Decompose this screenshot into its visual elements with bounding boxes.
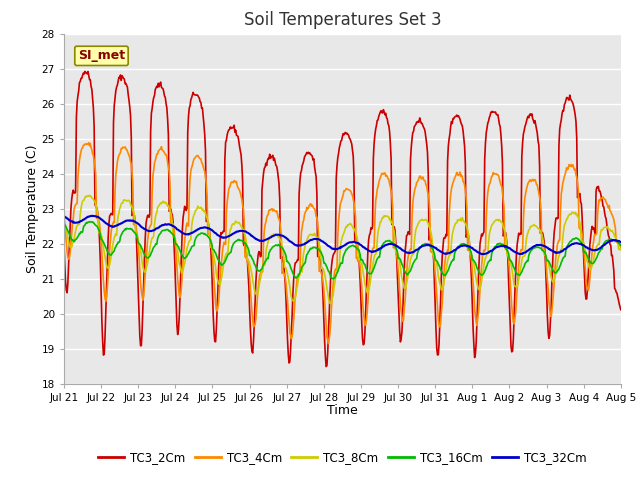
- Line: TC3_16Cm: TC3_16Cm: [64, 222, 621, 279]
- TC3_32Cm: [183, 231, 191, 237]
- TC3_8Cm: [86, 192, 93, 198]
- TC3_32Cm: [444, 251, 451, 256]
- TC3_32Cm: [89, 213, 97, 219]
- TC3_4Cm: [390, 245, 397, 251]
- TC3_16Cm: [617, 242, 625, 248]
- Line: TC3_4Cm: TC3_4Cm: [64, 143, 621, 344]
- TC3_16Cm: [207, 239, 215, 245]
- TC3_4Cm: [445, 248, 452, 254]
- TC3_16Cm: [330, 276, 337, 282]
- TC3_16Cm: [60, 221, 68, 227]
- TC3_8Cm: [335, 262, 343, 267]
- TC3_2Cm: [323, 364, 330, 370]
- TC3_8Cm: [327, 301, 335, 307]
- TC3_8Cm: [617, 247, 625, 252]
- TC3_8Cm: [445, 255, 452, 261]
- TC3_4Cm: [60, 212, 68, 217]
- TC3_8Cm: [207, 244, 215, 250]
- X-axis label: Time: Time: [327, 405, 358, 418]
- TC3_4Cm: [85, 140, 93, 145]
- TC3_4Cm: [617, 245, 625, 251]
- TC3_8Cm: [183, 246, 191, 252]
- TC3_32Cm: [477, 252, 485, 257]
- TC3_16Cm: [183, 253, 191, 259]
- TC3_4Cm: [568, 162, 575, 168]
- TC3_32Cm: [207, 227, 215, 233]
- TC3_2Cm: [183, 205, 191, 211]
- Line: TC3_8Cm: TC3_8Cm: [64, 195, 621, 304]
- TC3_16Cm: [568, 238, 575, 244]
- TC3_32Cm: [568, 242, 575, 248]
- TC3_4Cm: [324, 341, 332, 347]
- TC3_16Cm: [390, 241, 397, 247]
- TC3_32Cm: [617, 239, 625, 245]
- Legend: TC3_2Cm, TC3_4Cm, TC3_8Cm, TC3_16Cm, TC3_32Cm: TC3_2Cm, TC3_4Cm, TC3_8Cm, TC3_16Cm, TC3…: [93, 446, 591, 468]
- Text: SI_met: SI_met: [78, 49, 125, 62]
- TC3_4Cm: [335, 210, 343, 216]
- TC3_8Cm: [390, 226, 397, 231]
- TC3_32Cm: [335, 245, 342, 251]
- TC3_2Cm: [335, 145, 343, 151]
- Line: TC3_2Cm: TC3_2Cm: [64, 72, 621, 367]
- TC3_2Cm: [617, 307, 625, 312]
- TC3_8Cm: [60, 217, 68, 223]
- TC3_16Cm: [86, 219, 93, 225]
- TC3_16Cm: [445, 267, 452, 273]
- TC3_2Cm: [390, 225, 397, 230]
- Y-axis label: Soil Temperature (C): Soil Temperature (C): [26, 144, 39, 273]
- TC3_32Cm: [60, 214, 68, 219]
- Line: TC3_32Cm: TC3_32Cm: [64, 216, 621, 254]
- TC3_2Cm: [60, 240, 68, 246]
- TC3_8Cm: [568, 211, 575, 217]
- TC3_4Cm: [183, 220, 191, 226]
- TC3_2Cm: [207, 248, 215, 254]
- TC3_2Cm: [568, 97, 575, 103]
- Title: Soil Temperatures Set 3: Soil Temperatures Set 3: [244, 11, 441, 29]
- TC3_2Cm: [81, 69, 89, 74]
- TC3_32Cm: [389, 241, 397, 247]
- TC3_16Cm: [335, 264, 343, 270]
- TC3_2Cm: [445, 143, 452, 149]
- TC3_4Cm: [207, 239, 215, 244]
